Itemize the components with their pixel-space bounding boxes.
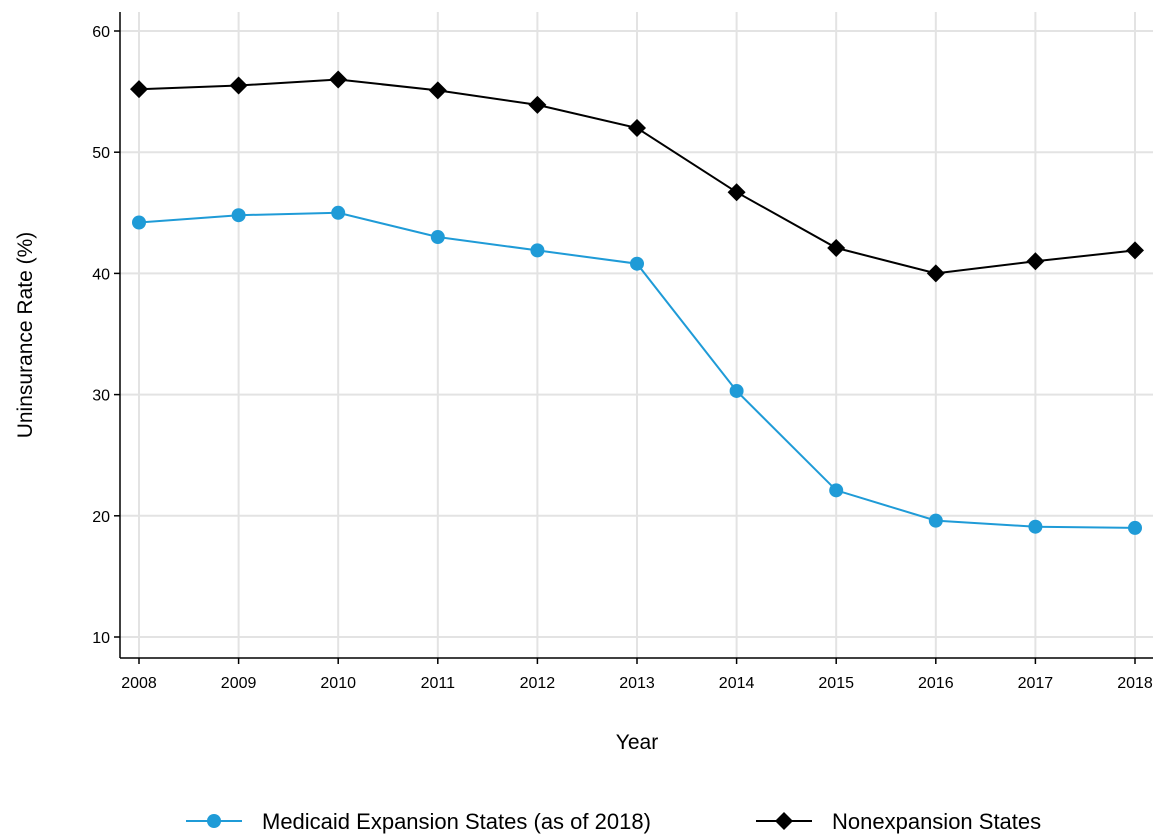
data-point: [329, 70, 348, 89]
data-point: [827, 238, 846, 257]
data-point: [1126, 241, 1144, 260]
data-point: [829, 483, 844, 498]
data-point: [231, 208, 246, 223]
x-tick-label: 2008: [121, 675, 157, 692]
data-point: [729, 383, 744, 398]
series-expansion: [132, 205, 1142, 535]
x-tick-label: 2014: [719, 675, 755, 692]
data-point: [928, 513, 943, 528]
x-ticks: 2008 2009 2010 2011 2012 2013 2014 2015 2016 2017…: [121, 658, 1153, 692]
y-ticks: 10 20 30 40 50 60: [92, 24, 120, 647]
y-tick-label: 30: [92, 388, 110, 405]
data-point: [430, 230, 445, 245]
x-axis-title: Year: [616, 731, 658, 754]
y-tick-label: 60: [92, 24, 110, 41]
data-point: [1028, 519, 1043, 534]
y-tick-label: 20: [92, 509, 110, 526]
data-point: [428, 81, 447, 100]
grid-lines: [120, 12, 1153, 658]
y-axis-title: Uninsurance Rate (%): [14, 232, 37, 439]
data-point: [528, 95, 547, 114]
legend: Medicaid Expansion States (as of 2018) N…: [186, 809, 1041, 834]
x-tick-label: 2009: [221, 675, 257, 692]
x-tick-label: 2013: [619, 675, 655, 692]
x-tick-label: 2018: [1117, 675, 1153, 692]
x-tick-label: 2011: [421, 675, 456, 692]
legend-swatch-marker-nonexpansion: [775, 812, 793, 830]
legend-item-nonexpansion: Nonexpansion States: [756, 809, 1041, 834]
data-point: [630, 256, 644, 271]
x-tick-label: 2012: [520, 675, 556, 692]
data-point: [331, 205, 346, 220]
y-tick-label: 10: [92, 630, 110, 647]
data-point: [926, 264, 945, 283]
x-tick-label: 2015: [818, 675, 854, 692]
series-layer: [130, 70, 1144, 535]
legend-item-expansion: Medicaid Expansion States (as of 2018): [186, 809, 651, 834]
y-tick-label: 40: [92, 266, 110, 283]
data-point: [1128, 520, 1142, 535]
data-point: [727, 183, 746, 202]
x-tick-label: 2016: [918, 675, 954, 692]
x-tick-label: 2010: [320, 675, 356, 692]
data-point: [530, 243, 545, 258]
series-nonexpansion: [130, 70, 1144, 283]
x-tick-label: 2017: [1018, 675, 1054, 692]
data-point: [130, 80, 148, 99]
data-point: [132, 215, 146, 230]
legend-swatch-marker-expansion: [207, 814, 221, 828]
legend-label-nonexpansion: Nonexpansion States: [832, 809, 1041, 834]
data-point: [628, 118, 646, 137]
data-point: [1026, 252, 1045, 271]
legend-label-expansion: Medicaid Expansion States (as of 2018): [262, 809, 651, 834]
y-tick-label: 50: [92, 145, 110, 162]
data-point: [229, 76, 248, 95]
